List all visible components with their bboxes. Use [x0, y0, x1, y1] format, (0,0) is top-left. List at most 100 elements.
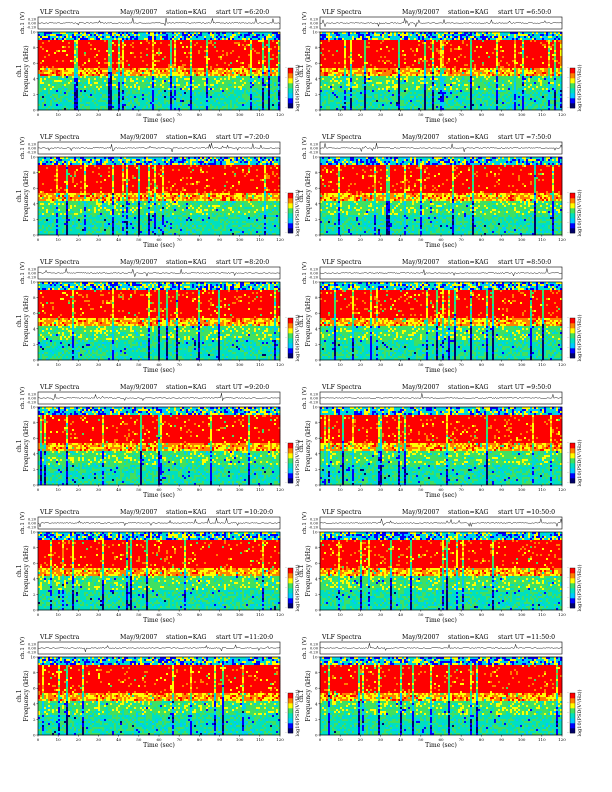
colorbar-tick: -: [567, 566, 569, 570]
colorbar-tick: -: [567, 701, 569, 705]
colorbar-tick: -: [567, 451, 569, 455]
time-tick-label: 90: [499, 737, 505, 742]
colorbar-swatch: [288, 708, 293, 713]
colorbar-swatch: [570, 203, 575, 208]
colorbar-tick: -: [567, 731, 569, 735]
colorbar-tick: -: [285, 701, 287, 705]
time-tick-label: 110: [256, 237, 264, 242]
colorbar-tick: -: [567, 191, 569, 195]
time-tick-label: 0: [319, 237, 322, 242]
panel-title: VLF Spectra: [321, 9, 362, 16]
time-tick-label: 30: [96, 612, 102, 617]
panel-station: station=KAG: [448, 634, 489, 641]
freq-tick-label: 0: [33, 733, 36, 738]
freq-tick-label: 10: [30, 280, 36, 285]
time-tick-label: 50: [136, 362, 142, 367]
spectrogram: [38, 657, 280, 735]
colorbar-swatch: [570, 463, 575, 468]
time-tick-label: 10: [56, 737, 62, 742]
time-tick-label: 90: [217, 612, 223, 617]
colorbar-tick: -: [567, 86, 569, 90]
freq-ylabel: Frequency (kHz): [305, 295, 312, 346]
panel-title: VLF Spectra: [321, 634, 362, 641]
time-tick-label: 0: [37, 487, 40, 492]
colorbar-swatch: [570, 93, 575, 98]
time-tick-label: 70: [177, 487, 183, 492]
panel-start-ut: start UT =11:20:0: [216, 634, 273, 641]
panel-title: VLF Spectra: [39, 9, 80, 16]
time-tick-label: 30: [378, 112, 384, 117]
time-tick-label: 120: [276, 362, 284, 367]
colorbar-tick: -: [567, 96, 569, 100]
time-tick-label: 20: [358, 612, 364, 617]
time-xlabel: Time (sec): [143, 117, 175, 124]
freq-tick-label: 10: [30, 30, 36, 35]
colorbar-swatch: [288, 458, 293, 463]
time-tick-label: 90: [499, 237, 505, 242]
colorbar-tick: -: [285, 211, 287, 215]
panel-title: VLF Spectra: [39, 634, 80, 641]
colorbar-swatch: [570, 603, 575, 608]
panel-station: station=KAG: [166, 634, 207, 641]
waveform-trace: [38, 143, 280, 152]
freq-tick-label: 4: [315, 201, 318, 206]
panel-date: May/9/2007: [402, 9, 439, 16]
time-tick-label: 30: [378, 237, 384, 242]
colorbar-swatch: [288, 328, 293, 333]
colorbar-swatch: [570, 353, 575, 358]
time-xlabel: Time (sec): [425, 617, 457, 624]
time-tick-label: 50: [136, 737, 142, 742]
time-tick-label: 100: [518, 737, 526, 742]
time-tick-label: 70: [177, 362, 183, 367]
colorbar-label: log10(PSD(V²/Hz)): [576, 689, 583, 736]
freq-tick-label: 8: [315, 670, 318, 675]
spectrogram: [320, 407, 562, 485]
time-tick-label: 120: [276, 487, 284, 492]
panel-start-ut: start UT =6:20:0: [216, 9, 269, 16]
time-tick-label: 0: [37, 112, 40, 117]
time-xlabel: Time (sec): [143, 492, 175, 499]
waveform-ylabel: ch.1 (V): [301, 387, 308, 409]
time-tick-label: 30: [96, 237, 102, 242]
colorbar-tick: -: [567, 356, 569, 360]
waveform-ylabel: ch.1 (V): [19, 137, 26, 159]
time-tick-label: 80: [197, 362, 203, 367]
panel-date: May/9/2007: [120, 9, 157, 16]
time-tick-label: 40: [116, 737, 122, 742]
time-tick-label: 30: [378, 362, 384, 367]
freq-ylabel: Frequency (kHz): [23, 545, 30, 596]
time-tick-label: 70: [459, 487, 465, 492]
time-tick-label: 120: [276, 612, 284, 617]
colorbar-swatch: [570, 328, 575, 333]
freq-tick-label: 0: [315, 233, 318, 238]
colorbar-swatch: [288, 348, 293, 353]
waveform-frame: [38, 517, 280, 529]
time-tick-label: 20: [358, 487, 364, 492]
time-tick-label: 80: [197, 737, 203, 742]
colorbar-swatch: [288, 473, 293, 478]
colorbar-swatch: [288, 353, 293, 358]
panel-start-ut: start UT =6:50:0: [498, 9, 551, 16]
time-tick-label: 50: [136, 612, 142, 617]
time-tick-label: 30: [378, 487, 384, 492]
time-tick-label: 90: [217, 237, 223, 242]
colorbar-swatch: [570, 88, 575, 93]
colorbar-tick: -: [285, 346, 287, 350]
colorbar-swatch: [570, 588, 575, 593]
time-tick-label: 80: [197, 237, 203, 242]
spectra-panel: VLF Spectra May/9/2007 station=KAG start UT…: [298, 509, 583, 624]
colorbar-swatch: [288, 723, 293, 728]
time-tick-label: 80: [479, 237, 485, 242]
time-tick-label: 10: [56, 362, 62, 367]
time-tick-label: 10: [56, 112, 62, 117]
time-xlabel: Time (sec): [143, 742, 175, 749]
colorbar-swatch: [288, 453, 293, 458]
freq-tick-label: 2: [33, 217, 36, 222]
waveform-trace: [320, 268, 562, 275]
freq-tick-label: 10: [312, 405, 318, 410]
colorbar-swatch: [288, 573, 293, 578]
freq-ch-label: ch.1: [298, 315, 305, 328]
colorbar-tick: -: [285, 66, 287, 70]
panel-start-ut: start UT =10:20:0: [216, 509, 273, 516]
waveform-trace: [320, 18, 562, 26]
